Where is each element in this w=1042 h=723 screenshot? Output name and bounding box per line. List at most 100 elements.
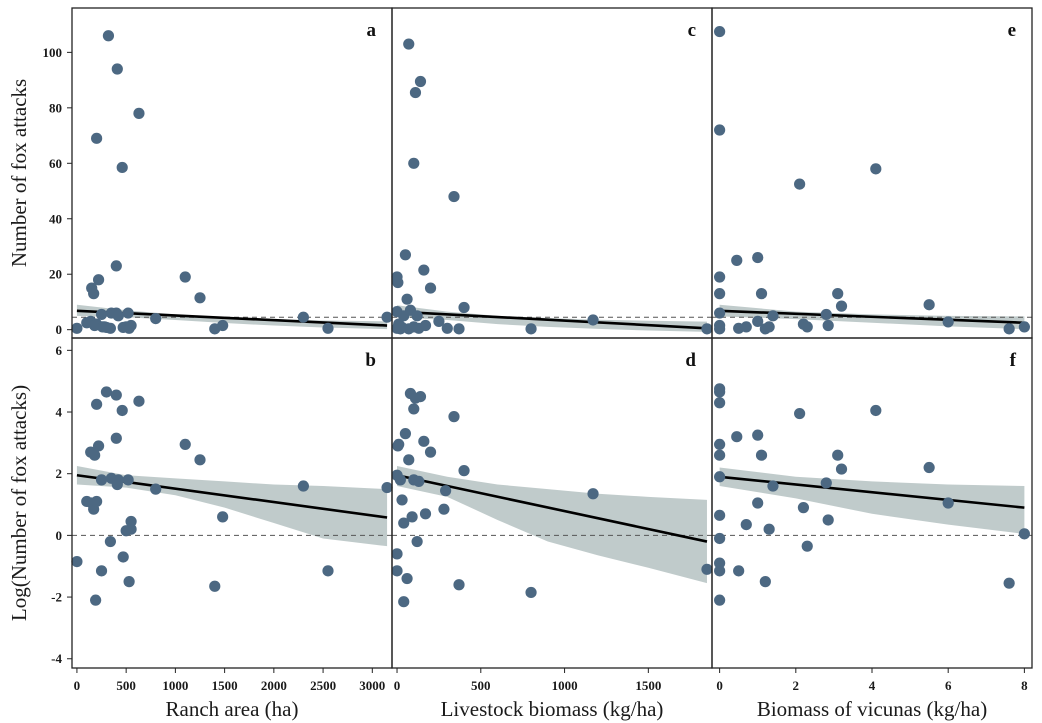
- data-point: [767, 480, 779, 492]
- y-tick-label: 40: [49, 211, 62, 226]
- y-tick-label: 4: [56, 405, 63, 420]
- data-point: [90, 594, 102, 606]
- data-point: [91, 132, 103, 144]
- x-tick-label: 0: [74, 678, 81, 693]
- data-point: [794, 407, 806, 420]
- data-point: [714, 438, 726, 451]
- data-point: [923, 299, 935, 311]
- data-point: [835, 463, 848, 475]
- data-point: [801, 540, 813, 552]
- data-point: [714, 397, 726, 409]
- data-point: [95, 308, 108, 321]
- data-point: [179, 438, 191, 451]
- data-point: [433, 315, 445, 327]
- data-point: [217, 511, 229, 523]
- x-axis-title: Ranch area (ha): [166, 697, 299, 721]
- panel-letter: b: [365, 350, 376, 371]
- data-point: [398, 517, 410, 529]
- x-tick-label: 1000: [162, 678, 188, 693]
- data-point: [714, 319, 726, 332]
- data-point: [391, 565, 403, 577]
- x-tick-label: 3000: [359, 678, 385, 693]
- panel-letter: a: [367, 20, 377, 41]
- data-point: [396, 494, 408, 506]
- x-axis-title: Livestock biomass (kg/ha): [441, 697, 664, 721]
- x-tick-label: 2500: [310, 678, 336, 693]
- data-point: [92, 274, 105, 286]
- y-tick-label: 0: [56, 528, 63, 543]
- x-tick-label: 4: [869, 678, 876, 693]
- data-point: [714, 532, 726, 545]
- data-point: [125, 319, 137, 332]
- y-tick-label: 20: [49, 267, 62, 282]
- data-point: [797, 502, 810, 514]
- data-point: [123, 576, 135, 588]
- data-point: [110, 389, 122, 401]
- data-point: [525, 323, 537, 335]
- data-point: [1003, 323, 1015, 335]
- data-point: [453, 579, 465, 591]
- y-tick-label: 80: [49, 100, 62, 115]
- data-point: [122, 474, 134, 486]
- data-point: [122, 307, 134, 319]
- data-point: [71, 555, 83, 568]
- data-point: [755, 288, 768, 300]
- x-tick-label: 0: [394, 678, 401, 693]
- data-point: [112, 474, 124, 486]
- x-tick-label: 1500: [635, 678, 661, 693]
- data-point: [88, 288, 100, 300]
- data-point: [411, 310, 423, 322]
- x-axis-title: Biomass of vicunas (kg/ha): [757, 697, 987, 721]
- data-point: [91, 398, 103, 410]
- y-axis-title: Log(Number of fox attacks): [7, 385, 31, 621]
- data-point: [458, 301, 470, 314]
- data-point: [714, 25, 726, 38]
- data-point: [714, 509, 726, 521]
- data-point: [102, 30, 115, 42]
- data-point: [125, 515, 137, 528]
- data-point: [297, 480, 309, 492]
- data-point: [322, 565, 334, 577]
- data-point: [209, 580, 221, 592]
- data-point: [150, 312, 162, 325]
- x-tick-label: 2000: [261, 678, 287, 693]
- data-point: [408, 403, 420, 415]
- data-point: [740, 321, 752, 333]
- x-tick-label: 500: [116, 678, 136, 693]
- data-point: [406, 511, 418, 523]
- data-point: [1018, 528, 1030, 540]
- data-point: [731, 254, 743, 266]
- data-point: [111, 63, 123, 75]
- data-point: [391, 548, 403, 560]
- panel-b: b 0 500 1000 1500 2000 2500 3000 -4 -2 0 2 4 6 Ranch a…: [7, 337, 393, 721]
- data-point: [394, 474, 406, 486]
- data-point: [714, 565, 726, 577]
- data-point: [759, 576, 771, 588]
- data-point: [587, 314, 599, 326]
- data-point: [731, 431, 743, 443]
- data-point: [398, 596, 410, 608]
- data-point: [419, 319, 432, 332]
- data-point: [403, 38, 415, 50]
- y-tick-label: 2: [56, 466, 63, 481]
- y-axis-title: Number of fox attacks: [7, 79, 31, 267]
- data-point: [763, 321, 775, 333]
- data-point: [179, 271, 191, 283]
- data-point: [714, 449, 726, 461]
- x-tick-label: 8: [1021, 678, 1028, 693]
- data-point: [381, 481, 393, 494]
- data-point: [801, 321, 813, 333]
- data-point: [835, 300, 848, 312]
- y-tick-label: -2: [51, 590, 62, 605]
- x-tick-label: 1500: [212, 678, 238, 693]
- data-point: [112, 310, 124, 322]
- data-point: [733, 565, 745, 577]
- data-point: [822, 319, 834, 332]
- panel-letter: e: [1008, 20, 1016, 41]
- data-point: [923, 461, 935, 474]
- y-tick-label: -4: [51, 651, 62, 666]
- data-point: [942, 497, 954, 509]
- data-point: [95, 565, 108, 577]
- data-point: [701, 323, 713, 335]
